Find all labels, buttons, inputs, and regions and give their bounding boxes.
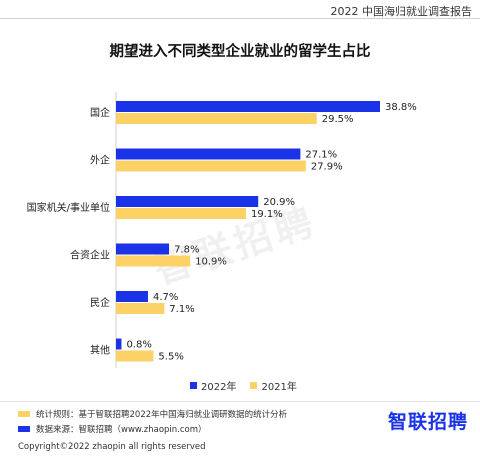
data-label: 29.5% [322, 114, 354, 125]
category-label: 外企 [90, 154, 110, 167]
report-header-title: 2022 中国海归就业调查报告 [330, 5, 473, 18]
category-label: 民企 [90, 296, 110, 309]
data-label: 27.1% [305, 150, 337, 161]
bar-2022 [116, 101, 380, 112]
bar-2021 [116, 350, 154, 362]
stats-rule-note: 统计规则：基于智联招聘2022年中国海归就业调研数据的统计分析 [18, 408, 287, 420]
zhaopin-logo: 智联招聘 [387, 411, 468, 433]
category-label: 合资企业 [70, 249, 110, 262]
category-label: 其他 [90, 344, 110, 357]
copyright-text: Copyright©2022 zhaopin all rights reserv… [18, 442, 206, 452]
category-label: 国家机关/事业单位 [27, 201, 110, 214]
stats-note-marker [18, 411, 30, 417]
data-label: 5.5% [158, 352, 183, 363]
chart-title: 期望进入不同类型企业就业的留学生占比 [109, 44, 371, 60]
stats-rule-text: 统计规则：基于智联招聘2022年中国海归就业调研数据的统计分析 [36, 410, 288, 420]
legend-label-2022: 2022年 [201, 382, 237, 393]
bar-2021 [116, 255, 191, 267]
bar-2022 [116, 243, 170, 255]
legend-swatch-2022 [190, 382, 197, 389]
data-label: 10.9% [195, 257, 227, 268]
data-label: 27.9% [311, 162, 343, 173]
category-label: 国企 [90, 106, 110, 119]
bar-2022 [116, 291, 148, 302]
bar-2022 [116, 148, 301, 160]
data-label: 19.1% [251, 209, 283, 220]
data-source-text: 数据来源：智联招聘（www.zhaopin.com） [36, 425, 207, 435]
legend-item-2021: 2021年 [250, 378, 297, 393]
data-label: 7.1% [169, 304, 194, 315]
header-divider [0, 18, 480, 19]
legend-item-2022: 2022年 [190, 378, 236, 393]
bar-2021 [116, 160, 306, 172]
bar-2021 [116, 208, 246, 219]
chart-legend: 2022年 2021年 [190, 378, 297, 393]
data-source-note: 数据来源：智联招聘（www.zhaopin.com） [18, 423, 207, 435]
bar-2021 [116, 303, 165, 314]
bar-2022 [116, 196, 259, 207]
legend-label-2021: 2021年 [261, 382, 297, 393]
data-label: 4.7% [153, 292, 178, 303]
data-label: 38.8% [385, 102, 417, 113]
data-label: 7.8% [174, 245, 199, 256]
source-note-marker [18, 426, 30, 432]
data-label: 20.9% [263, 197, 295, 208]
footer-divider [0, 401, 480, 402]
legend-swatch-2021 [250, 382, 258, 389]
bar-2022 [116, 338, 122, 350]
data-label: 0.8% [126, 340, 151, 351]
bar-2021 [116, 113, 317, 124]
